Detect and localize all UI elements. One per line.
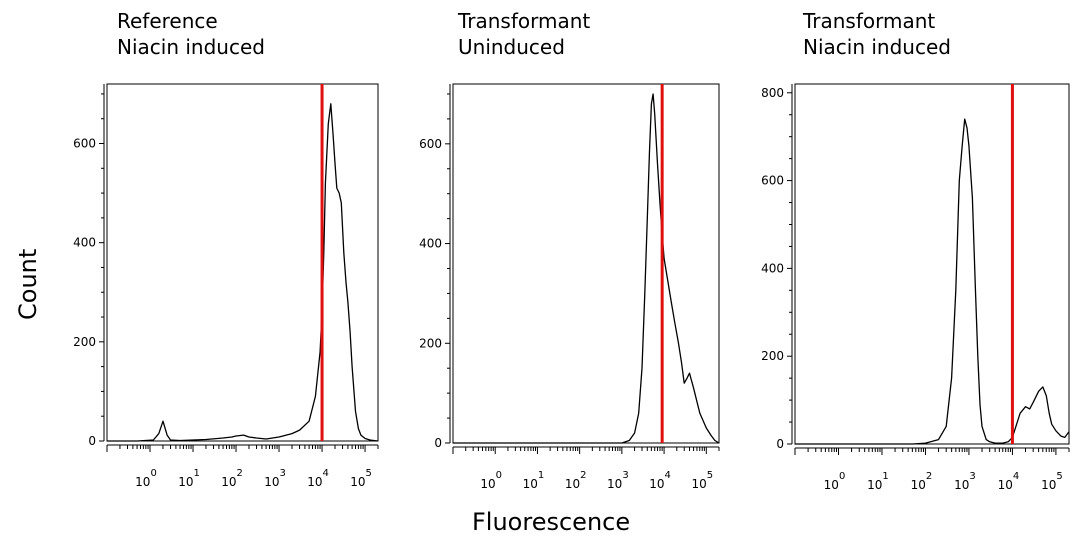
x-axis-title: Fluorescence	[472, 508, 631, 536]
histogram-curve	[107, 103, 379, 442]
y-tick-label: 0	[434, 436, 442, 450]
y-tick-label: 400	[761, 261, 784, 275]
x-tick-label: 102	[565, 470, 587, 491]
x-tick-label: 104	[998, 471, 1020, 492]
panel-2-title: Transformant Uninduced	[458, 8, 590, 60]
panel-3-title-line1: Transformant	[803, 9, 936, 33]
panel-1-title: Reference Niacin induced	[117, 8, 265, 60]
x-tick-label: 100	[480, 470, 502, 491]
x-tick-label: 100	[135, 468, 157, 489]
plot-frame	[452, 83, 720, 444]
y-tick-label: 0	[88, 434, 96, 448]
x-tick-label: 102	[221, 468, 243, 489]
chart-1: 0 200 400 600 100 101 102 103 104 105	[73, 83, 379, 489]
x-tick-label: 105	[350, 468, 372, 489]
x-tick-label: 103	[264, 468, 286, 489]
y-tick-label: 600	[761, 174, 784, 188]
x-tick-label: 101	[867, 471, 889, 492]
panel-2-title-line1: Transformant	[458, 9, 591, 33]
x-tick-label: 103	[954, 471, 976, 492]
x-tick-label: 103	[607, 470, 629, 491]
panel-1-title-line2: Niacin induced	[117, 35, 265, 59]
histogram-curve	[795, 118, 1070, 445]
chart-3: 0 200 400 600 800 100 101 102 103 104 105	[761, 83, 1070, 492]
y-tick-label: 600	[73, 137, 96, 151]
y-tick-label: 800	[761, 86, 784, 100]
histogram-curve	[453, 93, 720, 444]
panel-2-title-line2: Uninduced	[458, 35, 565, 59]
x-tick-label: 101	[178, 468, 200, 489]
x-tick-label: 105	[1041, 471, 1063, 492]
plot-frame	[794, 83, 1070, 445]
x-tick-label: 101	[523, 470, 545, 491]
y-tick-label: 600	[419, 137, 442, 151]
x-tick-label: 105	[691, 470, 713, 491]
x-tick-label: 102	[911, 471, 933, 492]
chart-2: 0 200 400 600 100 101 102 103 104 105	[419, 83, 720, 491]
y-tick-label: 200	[761, 349, 784, 363]
panel-3-title: Transformant Niacin induced	[803, 8, 951, 60]
plot-frame	[106, 83, 379, 442]
y-tick-label: 200	[419, 336, 442, 350]
y-tick-label: 400	[419, 237, 442, 251]
panel-3-title-line2: Niacin induced	[803, 35, 951, 59]
x-tick-label: 100	[824, 471, 846, 492]
y-tick-label: 0	[776, 437, 784, 451]
x-tick-label: 104	[307, 468, 329, 489]
y-tick-label: 400	[73, 236, 96, 250]
y-tick-label: 200	[73, 335, 96, 349]
panel-1-title-line1: Reference	[117, 9, 218, 33]
x-tick-label: 104	[649, 470, 671, 491]
